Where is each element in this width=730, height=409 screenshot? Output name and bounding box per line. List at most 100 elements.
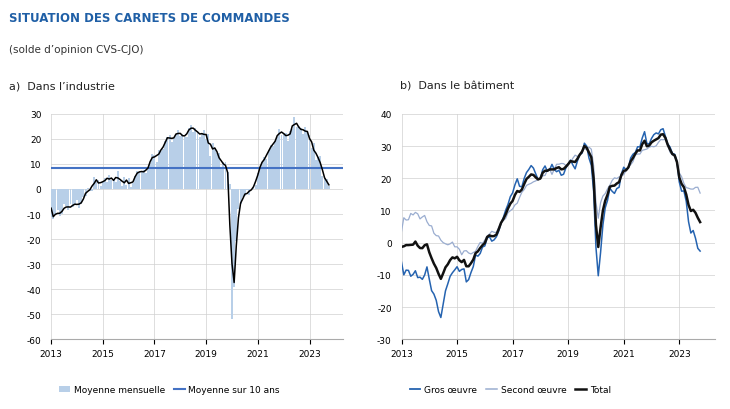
Legend: Gros œuvre, Second œuvre, Total: Gros œuvre, Second œuvre, Total [406, 382, 615, 398]
Bar [119, 181, 121, 189]
Text: SITUATION DES CARNETS DE COMMANDES: SITUATION DES CARNETS DE COMMANDES [9, 12, 291, 25]
Bar [175, 135, 177, 189]
Bar [50, 189, 52, 217]
Bar [162, 150, 164, 189]
Bar [205, 140, 207, 189]
Bar [285, 134, 287, 189]
Text: b)  Dans le bâtiment: b) Dans le bâtiment [400, 82, 515, 92]
Bar [235, 189, 237, 241]
Bar [201, 135, 203, 189]
Bar [218, 154, 220, 189]
Bar [311, 148, 312, 189]
Bar [223, 163, 224, 189]
Bar [307, 133, 308, 189]
Bar [188, 128, 190, 189]
Bar [216, 153, 218, 189]
Bar [239, 189, 242, 204]
Bar [309, 136, 310, 189]
Bar [229, 184, 231, 189]
Bar [190, 126, 192, 189]
Bar [112, 180, 115, 189]
Bar [255, 186, 257, 189]
Bar [169, 136, 171, 189]
Bar [227, 173, 228, 189]
Bar [242, 189, 244, 197]
Bar [300, 129, 302, 189]
Bar [196, 132, 199, 189]
Bar [137, 172, 138, 189]
Bar [328, 187, 330, 189]
Bar [296, 128, 298, 189]
Bar [53, 189, 54, 219]
Bar [280, 135, 283, 189]
Bar [268, 151, 269, 189]
Bar [171, 142, 173, 189]
Bar [210, 156, 212, 189]
Bar [63, 189, 65, 205]
Bar [96, 183, 97, 189]
Bar [130, 187, 131, 189]
Bar [58, 189, 61, 216]
Bar [270, 146, 272, 189]
Bar [194, 128, 196, 189]
Bar [289, 132, 291, 189]
Bar [274, 142, 276, 189]
Bar [98, 181, 99, 189]
Bar [225, 163, 226, 189]
Bar [155, 162, 158, 189]
Bar [266, 159, 267, 189]
Bar [248, 189, 250, 195]
Bar [74, 189, 76, 206]
Bar [264, 158, 265, 189]
Bar [87, 188, 88, 189]
Bar [93, 177, 95, 189]
Bar [231, 189, 233, 319]
Bar [80, 189, 82, 205]
Bar [72, 189, 74, 207]
Bar [89, 189, 91, 191]
Bar [233, 189, 235, 288]
Bar [244, 189, 246, 197]
Bar [259, 168, 261, 189]
Bar [158, 151, 160, 189]
Bar [177, 131, 179, 189]
Bar [141, 173, 142, 189]
Bar [55, 189, 56, 215]
Bar [106, 183, 108, 189]
Bar [82, 189, 85, 197]
Bar [298, 126, 300, 189]
Bar [261, 163, 263, 189]
Bar [323, 179, 326, 189]
Legend: Moyenne mensuelle, Moyenne sur 10 ans: Moyenne mensuelle, Moyenne sur 10 ans [55, 382, 283, 398]
Bar [287, 142, 289, 189]
Bar [153, 155, 155, 189]
Bar [166, 137, 169, 189]
Bar [278, 129, 280, 189]
Bar [237, 189, 239, 209]
Bar [184, 138, 185, 189]
Bar [186, 137, 188, 189]
Bar [272, 146, 274, 189]
Bar [192, 133, 194, 189]
Bar [207, 135, 210, 189]
Bar [126, 186, 128, 189]
Bar [100, 187, 101, 189]
Bar [139, 173, 140, 189]
Bar [69, 189, 72, 204]
Bar [121, 187, 123, 189]
Bar [110, 180, 112, 189]
Bar [132, 184, 134, 189]
Bar [302, 135, 304, 189]
Bar [317, 158, 319, 189]
Bar [134, 176, 136, 189]
Bar [253, 186, 255, 189]
Bar [123, 178, 126, 189]
Bar [67, 189, 69, 211]
Bar [143, 171, 145, 189]
Bar [283, 133, 285, 189]
Text: (solde d’opinion CVS-CJO): (solde d’opinion CVS-CJO) [9, 45, 144, 55]
Bar [276, 138, 278, 189]
Bar [117, 172, 119, 189]
Bar [91, 189, 93, 192]
Bar [104, 178, 106, 189]
